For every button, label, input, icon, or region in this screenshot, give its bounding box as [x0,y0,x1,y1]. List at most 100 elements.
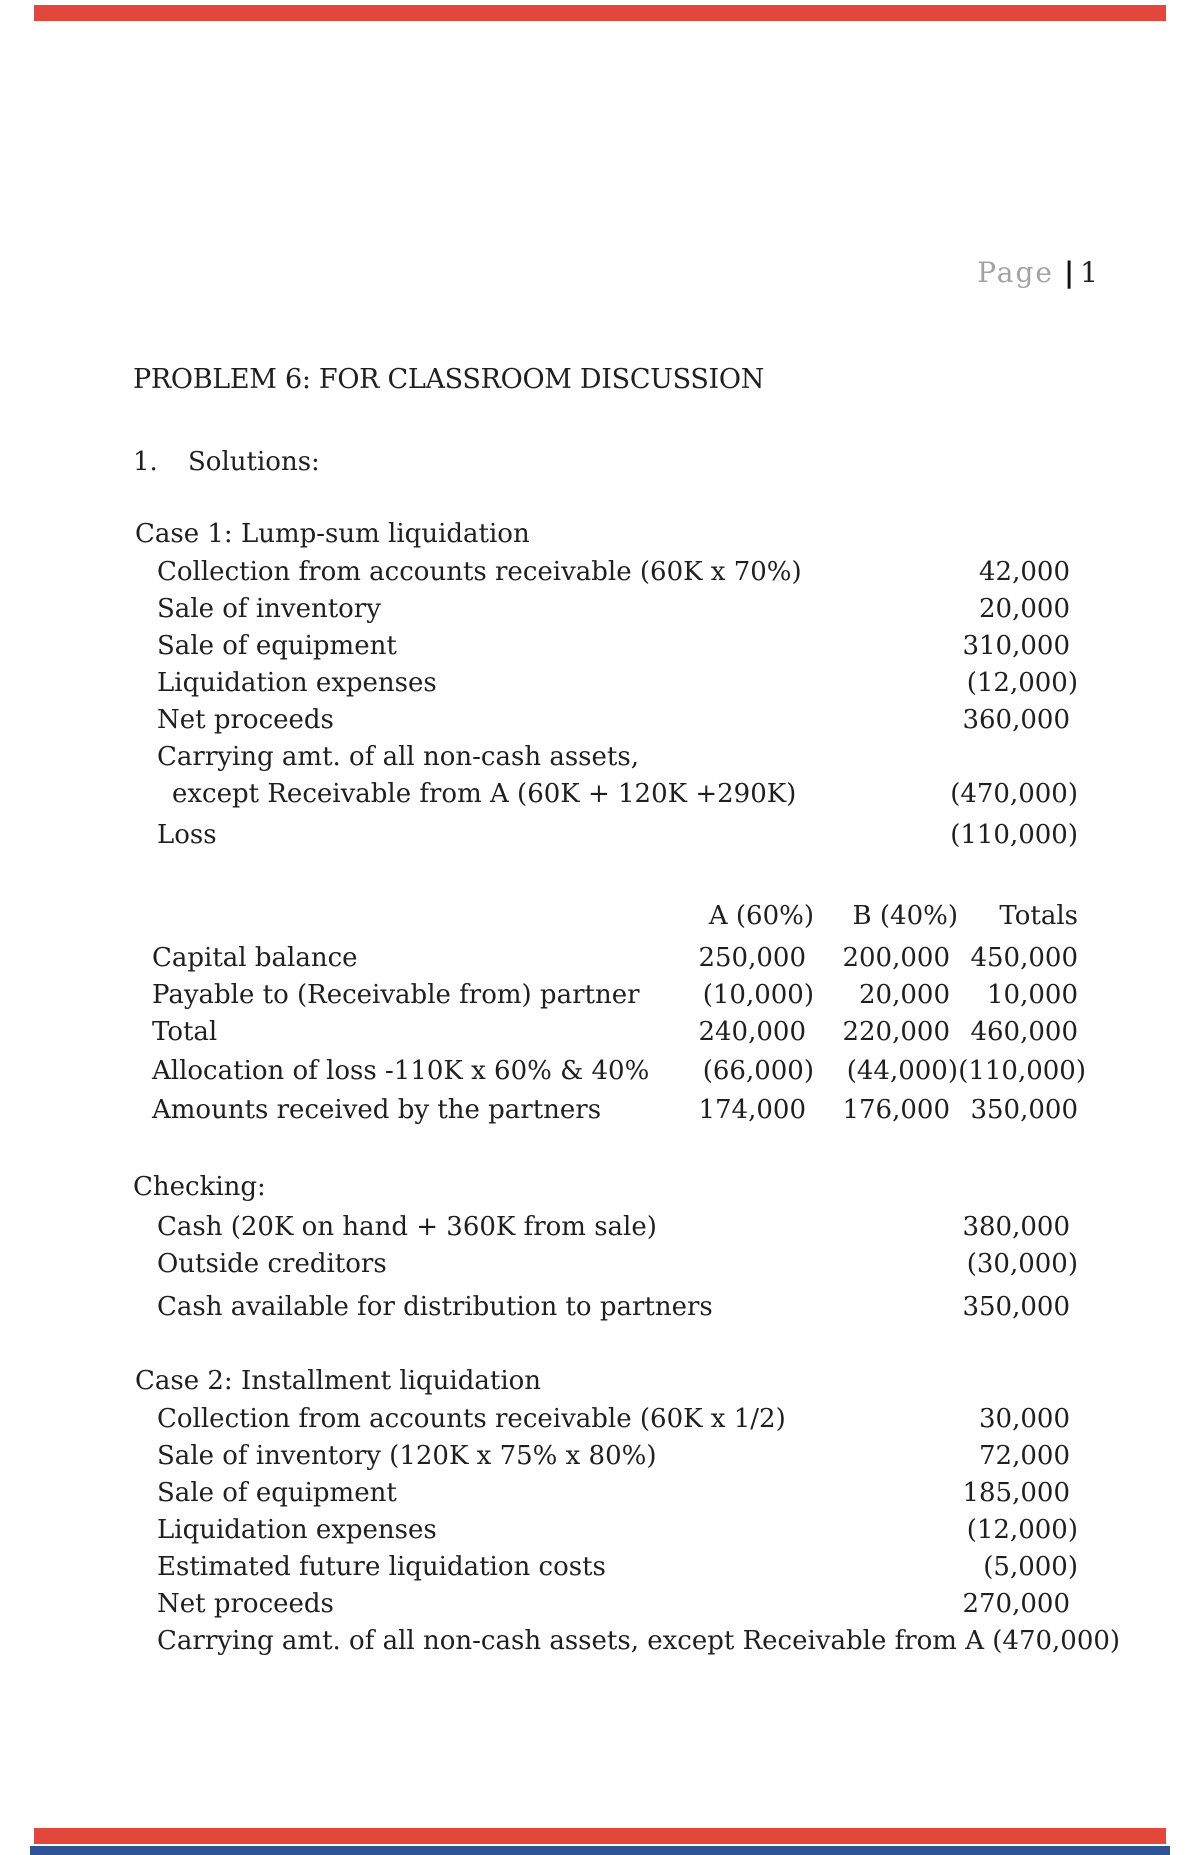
line-item-value: 360,000 [962,705,1070,735]
cell-a: 174,000 [698,1095,806,1125]
line-item: Cash available for distribution to partn… [0,1289,1200,1326]
line-item-label: Sale of inventory [157,594,381,624]
line-item-value: (5,000) [983,1552,1078,1582]
checking-rows: Cash (20K on hand + 360K from sale) 380,… [0,1209,1200,1326]
cell-total: 450,000 [970,943,1078,973]
next-page-edge [30,1846,1170,1855]
line-item: Estimated future liquidation costs (5,00… [0,1549,1200,1586]
line-item-label: Cash (20K on hand + 360K from sale) [157,1212,657,1242]
line-item-label: except Receivable from A (60K + 120K +29… [172,779,797,809]
line-item-label: Net proceeds [157,705,334,735]
line-item-label: Net proceeds [157,1589,334,1619]
line-item: Liquidation expenses (12,000) [0,665,1200,702]
line-item: Liquidation expenses (12,000) [0,1512,1200,1549]
cell-total: 350,000 [970,1095,1078,1125]
case1-heading: Case 1: Lump-sum liquidation [135,519,530,549]
page-number-separator: | [1063,256,1075,289]
line-item-value: 310,000 [962,631,1070,661]
solutions-line: 1. Solutions: [133,444,320,481]
line-item-value: 42,000 [979,557,1070,587]
line-item-label: Liquidation expenses [157,1515,437,1545]
allocation-table-header: A (60%) B (40%) Totals [0,898,1200,935]
cell-total: 460,000 [970,1017,1078,1047]
line-item-label: Liquidation expenses [157,668,437,698]
line-item: Loss (110,000) [0,817,1200,854]
case2-rows: Collection from accounts receivable (60K… [0,1401,1200,1660]
line-item-label: Loss [157,820,217,850]
table-row: Amounts received by the partners 174,000… [0,1092,1200,1129]
cell-total: 10,000 [987,980,1078,1010]
line-item-value: 185,000 [962,1478,1070,1508]
cell-a: 240,000 [698,1017,806,1047]
cell-b: 200,000 [842,943,950,973]
line-item: Net proceeds 360,000 [0,702,1200,739]
cell-b: 20,000 [859,980,950,1010]
table-row: Allocation of loss -110K x 60% & 40% (66… [0,1053,1200,1090]
table-row: Total 240,000 220,000 460,000 [0,1014,1200,1051]
line-item-label: Carrying amt. of all non-cash assets, ex… [157,1626,1121,1656]
solutions-label: Solutions: [188,447,320,477]
page-number: 1 [1080,256,1098,289]
line-item-value: (12,000) [966,1515,1078,1545]
column-header-a: A (60%) [708,901,814,931]
page-separator-top [34,5,1166,21]
row-label: Amounts received by the partners [152,1095,602,1125]
line-item-label: Cash available for distribution to partn… [157,1292,713,1322]
allocation-table: A (60%) B (40%) Totals Capital balance 2… [0,898,1200,1129]
line-item-value: (12,000) [966,668,1078,698]
cell-total: (110,000) [958,1056,1086,1086]
row-label: Allocation of loss -110K x 60% & 40% [152,1056,650,1086]
list-number: 1. [133,447,158,477]
line-item: except Receivable from A (60K + 120K +29… [0,776,1200,813]
line-item: Sale of equipment 310,000 [0,628,1200,665]
cell-b: 176,000 [842,1095,950,1125]
cell-b: 220,000 [842,1017,950,1047]
row-label: Capital balance [152,943,358,973]
line-item-value: 20,000 [979,594,1070,624]
line-item-value: (470,000) [950,779,1078,809]
case2-heading: Case 2: Installment liquidation [135,1366,542,1396]
checking-heading: Checking: [133,1172,266,1202]
document-title: PROBLEM 6: FOR CLASSROOM DISCUSSION [133,364,765,395]
line-item-value: 30,000 [979,1404,1070,1434]
line-item-label: Sale of inventory (120K x 75% x 80%) [157,1441,657,1471]
line-item: Carrying amt. of all non-cash assets, ex… [0,1623,1200,1660]
line-item-label: Outside creditors [157,1249,387,1279]
line-item-label: Collection from accounts receivable (60K… [157,1404,786,1434]
case1-rows: Collection from accounts receivable (60K… [0,554,1200,854]
line-item: Outside creditors (30,000) [0,1246,1200,1283]
table-row: Payable to (Receivable from) partner (10… [0,977,1200,1014]
line-item: Sale of equipment 185,000 [0,1475,1200,1512]
line-item-value: 72,000 [979,1441,1070,1471]
column-header-b: B (40%) [852,901,958,931]
line-item-label: Estimated future liquidation costs [157,1552,606,1582]
line-item: Carrying amt. of all non-cash assets, [0,739,1200,776]
line-item-label: Carrying amt. of all non-cash assets, [157,742,639,772]
cell-a: (10,000) [702,980,814,1010]
cell-b: (44,000) [846,1056,958,1086]
cell-a: 250,000 [698,943,806,973]
line-item: Collection from accounts receivable (60K… [0,1401,1200,1438]
page-separator-bottom [34,1828,1166,1844]
page-word: Page [977,256,1054,289]
line-item-value: 380,000 [962,1212,1070,1242]
line-item: Collection from accounts receivable (60K… [0,554,1200,591]
line-item: Cash (20K on hand + 360K from sale) 380,… [0,1209,1200,1246]
cell-a: (66,000) [702,1056,814,1086]
line-item: Sale of inventory 20,000 [0,591,1200,628]
line-item-label: Sale of equipment [157,1478,397,1508]
line-item-value: 270,000 [962,1589,1070,1619]
line-item-value: (110,000) [950,820,1078,850]
line-item: Net proceeds 270,000 [0,1586,1200,1623]
column-header-totals: Totals [999,901,1078,931]
line-item-value: 350,000 [962,1292,1070,1322]
table-row: Capital balance 250,000 200,000 450,000 [0,940,1200,977]
row-label: Total [152,1017,218,1047]
line-item-value: (30,000) [966,1249,1078,1279]
line-item-label: Collection from accounts receivable (60K… [157,557,802,587]
page-number-header: Page | 1 [977,256,1098,290]
line-item-label: Sale of equipment [157,631,397,661]
row-label: Payable to (Receivable from) partner [152,980,640,1010]
line-item: Sale of inventory (120K x 75% x 80%) 72,… [0,1438,1200,1475]
